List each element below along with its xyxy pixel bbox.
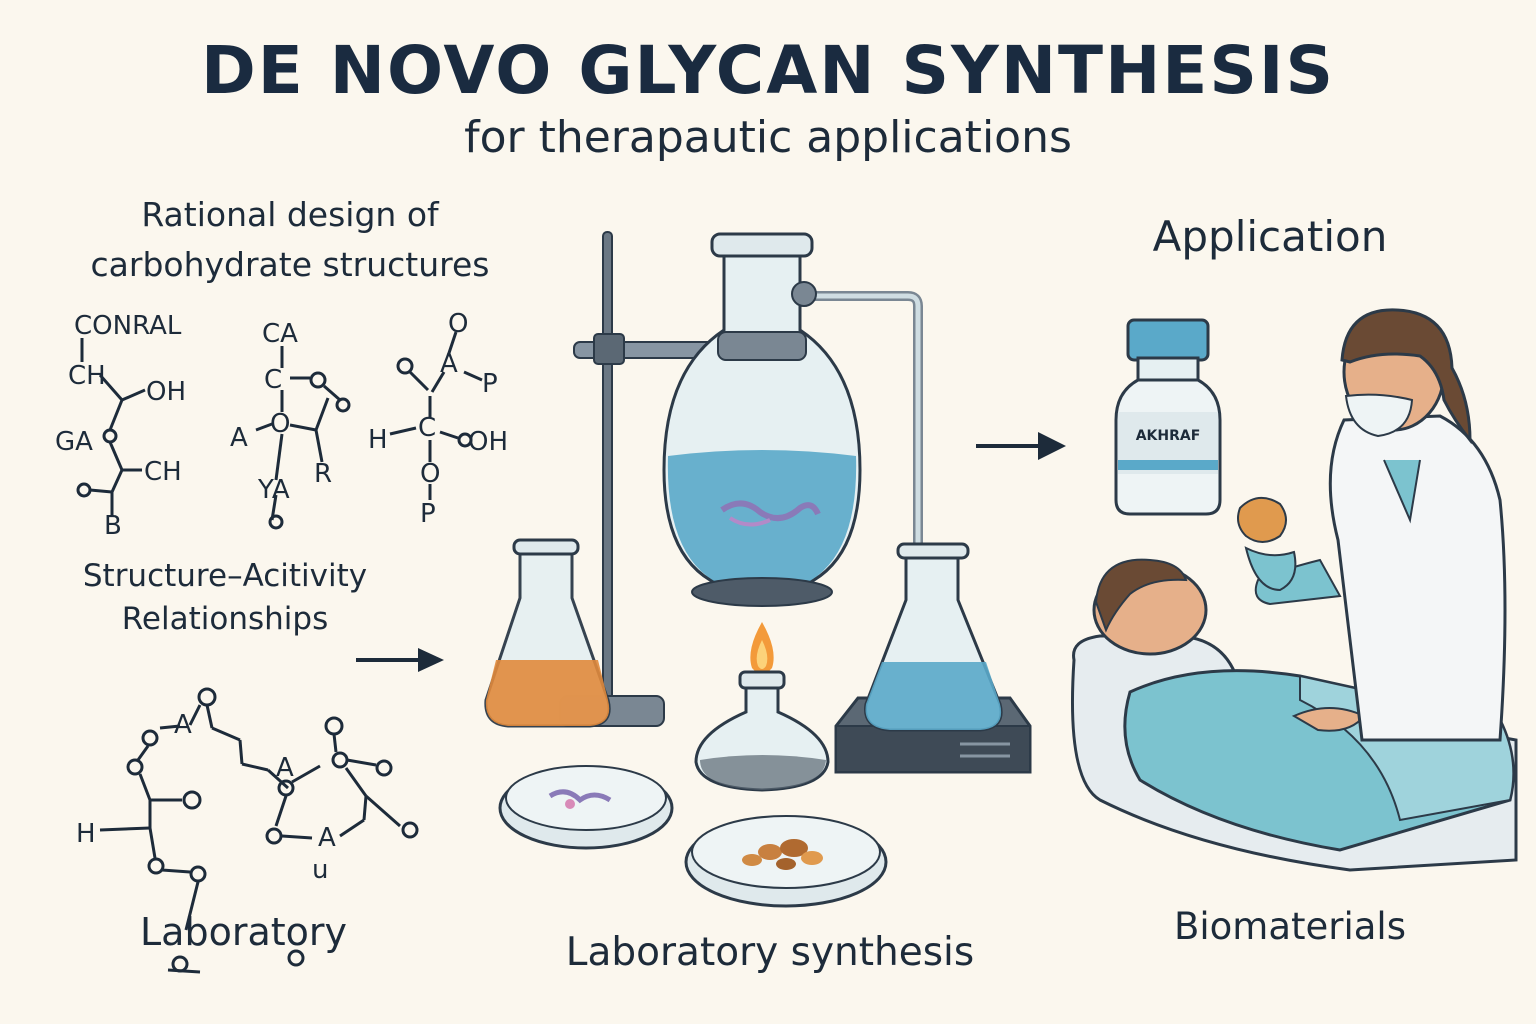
s3-label-c: P xyxy=(482,369,498,399)
sar-label: Structure–Acitivity Relationships xyxy=(40,555,410,641)
s4-label-e: u xyxy=(312,855,328,885)
s3-label-d: H xyxy=(368,425,388,455)
arrow-design-to-lab xyxy=(356,648,444,672)
page-subtitle: for therapautic applications xyxy=(464,112,1072,163)
petri-dish-right xyxy=(684,815,888,908)
chemical-structure-1 xyxy=(76,338,146,515)
page-title: DE NOVO GLYCAN SYNTHESIS xyxy=(200,32,1336,109)
s4-label-b: A xyxy=(276,753,294,783)
s1-label-d: GA xyxy=(55,427,93,457)
s3-label-h: P xyxy=(420,499,436,529)
s3-label-e: C xyxy=(418,413,436,443)
blue-erlenmeyer-flask xyxy=(864,542,1003,732)
s3-label-a: O xyxy=(448,309,468,339)
arrow-lab-to-application xyxy=(976,432,1066,460)
s1-label-f: B xyxy=(104,511,122,541)
design-heading: Rational design of carbohydrate structur… xyxy=(40,190,540,290)
s1-label-e: CH xyxy=(144,457,182,487)
burner-flame xyxy=(750,622,774,674)
s1-label-c: OH xyxy=(146,377,186,407)
design-heading-line1: Rational design of xyxy=(141,195,439,234)
s1-label-b: CH xyxy=(68,361,106,391)
sar-label-line1: Structure–Acitivity xyxy=(82,558,368,594)
chemical-structure-3 xyxy=(389,331,483,500)
medicine-vial: AKHRAF xyxy=(1114,318,1222,516)
s3-label-b: A xyxy=(440,349,458,379)
burner-flask xyxy=(694,670,830,792)
application-heading: Application xyxy=(1152,212,1388,261)
s2-label-a: CA xyxy=(262,319,298,349)
s4-label-d: A xyxy=(318,823,336,853)
s3-label-f: OH xyxy=(468,427,508,457)
s1-label-a: CONRAL xyxy=(74,311,182,341)
s2-label-c: A xyxy=(230,423,248,453)
sar-label-line2: Relationships xyxy=(121,601,329,637)
chemical-structure-2 xyxy=(255,346,351,530)
petri-dish-left xyxy=(498,765,674,850)
s2-label-e: YA xyxy=(257,475,290,505)
vial-label: AKHRAF xyxy=(1136,428,1201,444)
laboratory-label: Laboratory xyxy=(140,910,347,954)
s4-label-c: H xyxy=(76,819,96,849)
s2-label-d: O xyxy=(270,409,290,439)
round-bottom-flask xyxy=(662,232,923,607)
biomaterials-label: Biomaterials xyxy=(1173,905,1406,948)
s4-label-a: A xyxy=(174,710,192,740)
design-heading-line2: carbohydrate structures xyxy=(90,245,490,284)
doctor xyxy=(1237,308,1507,742)
orange-erlenmeyer-flask xyxy=(484,538,611,728)
laboratory-synthesis-label: Laboratory synthesis xyxy=(565,930,975,975)
s3-label-g: O xyxy=(420,459,440,489)
patient xyxy=(1092,558,1366,732)
chemical-structure-4 xyxy=(99,687,419,974)
s2-label-b: C xyxy=(264,365,282,395)
s2-label-f: R xyxy=(314,459,332,489)
